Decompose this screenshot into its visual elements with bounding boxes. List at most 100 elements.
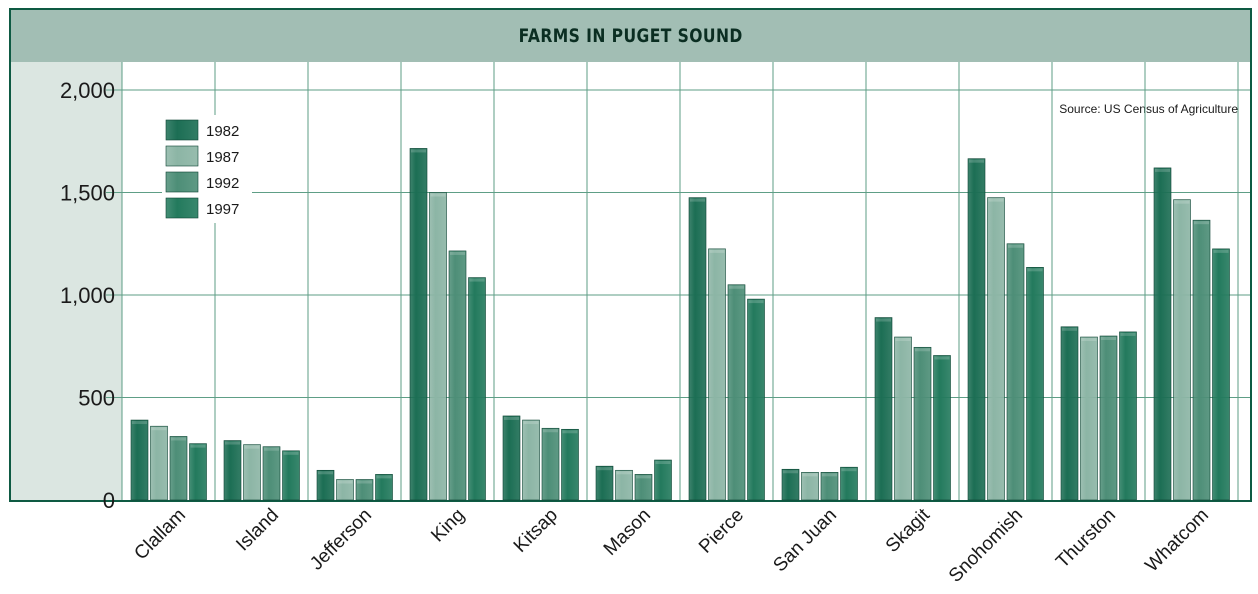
bar-snohomish-1987 (987, 197, 1005, 501)
bar-thurston-1997 (1119, 331, 1137, 501)
legend-swatch-1997 (165, 197, 199, 219)
bar-highlight (523, 421, 539, 425)
bar-clallam-1992 (169, 436, 188, 501)
bar-highlight (376, 475, 392, 479)
bar-highlight (655, 461, 671, 465)
x-tick-label: Clallam (130, 505, 190, 565)
bar-san-juan-1997 (840, 466, 858, 501)
bar-highlight (969, 159, 984, 163)
bar-skagit-1987 (894, 336, 912, 501)
bar-highlight (171, 437, 186, 441)
bar-island-1982 (223, 440, 242, 501)
bar-jefferson-1987 (336, 479, 354, 501)
x-tick-label: Whatcom (1141, 505, 1213, 577)
x-tick-label: Mason (600, 505, 655, 560)
bar-highlight (318, 471, 333, 475)
x-tick-label: Snohomish (945, 505, 1027, 587)
bar-highlight (190, 444, 206, 448)
bar-skagit-1992 (913, 346, 932, 501)
bar-mason-1992 (634, 474, 653, 501)
y-tick-label: 500 (78, 386, 115, 411)
bars (130, 148, 1230, 501)
bar-king-1992 (448, 250, 467, 501)
bar-highlight (690, 198, 705, 202)
bar-highlight (151, 427, 167, 431)
legend-label-1982: 1982 (206, 123, 239, 140)
x-tick-label: San Juan (769, 505, 841, 577)
legend-label-1992: 1992 (206, 175, 239, 192)
legend-label-1997: 1997 (206, 201, 239, 218)
gridlines (11, 62, 1250, 500)
bar-pierce-1987 (708, 248, 726, 501)
bar-highlight (244, 445, 260, 449)
bar-highlight (729, 285, 744, 289)
bar-king-1987 (429, 192, 447, 501)
bar-highlight (1027, 268, 1043, 272)
bar-highlight (450, 251, 465, 255)
bar-snohomish-1997 (1026, 267, 1044, 501)
x-tick-label: Island (232, 505, 283, 556)
bar-highlight (876, 318, 891, 322)
bar-whatcom-1992 (1192, 219, 1211, 501)
bar-clallam-1982 (130, 419, 149, 501)
bar-mason-1987 (615, 469, 633, 501)
bar-highlight (636, 475, 651, 479)
bar-kitsap-1987 (522, 419, 540, 501)
bar-whatcom-1997 (1212, 248, 1230, 501)
bar-highlight (264, 447, 279, 451)
bar-highlight (597, 467, 612, 471)
bar-snohomish-1982 (967, 158, 986, 501)
bar-island-1997 (282, 450, 300, 501)
bar-highlight (543, 429, 558, 433)
bar-highlight (562, 430, 578, 434)
source-note: Source: US Census of Agriculture (1059, 102, 1238, 116)
x-tick-label: Skagit (882, 504, 935, 557)
bar-whatcom-1987 (1173, 199, 1191, 501)
bar-snohomish-1992 (1006, 243, 1025, 501)
bar-highlight (934, 356, 950, 360)
bar-highlight (988, 198, 1004, 202)
bar-jefferson-1992 (355, 479, 374, 501)
legend-label-1987: 1987 (206, 149, 239, 166)
bar-highlight (841, 468, 857, 472)
bar-highlight (411, 149, 426, 153)
bar-highlight (1081, 338, 1097, 342)
title-bar: FARMS IN PUGET SOUND (11, 10, 1250, 62)
bar-highlight (616, 471, 632, 475)
y-tick-label: 2,000 (60, 78, 115, 103)
x-tick-label: Jefferson (306, 505, 376, 575)
bar-highlight (132, 421, 147, 425)
bar-highlight (1213, 249, 1229, 253)
legend-swatch-1982 (165, 119, 199, 141)
bar-highlight (822, 473, 837, 477)
legend: 1982 1987 1992 1997 (162, 115, 252, 223)
bar-highlight (1194, 221, 1209, 225)
bar-highlight (895, 338, 911, 342)
bar-pierce-1997 (747, 298, 765, 501)
chart-title: FARMS IN PUGET SOUND (518, 25, 743, 47)
bar-pierce-1992 (727, 284, 746, 501)
bar-jefferson-1982 (316, 469, 335, 501)
bar-jefferson-1997 (375, 474, 393, 501)
y-axis-ticks: 0 500 1,000 1,500 2,000 (60, 78, 115, 513)
bar-highlight (748, 300, 764, 304)
bar-highlight (1008, 244, 1023, 248)
bar-highlight (1174, 200, 1190, 204)
bar-kitsap-1992 (541, 427, 560, 501)
bar-kitsap-1982 (502, 415, 521, 501)
bar-highlight (709, 249, 725, 253)
bar-san-juan-1987 (801, 472, 819, 501)
bar-highlight (802, 473, 818, 477)
bar-mason-1982 (595, 465, 614, 501)
bar-king-1982 (409, 148, 428, 501)
bar-clallam-1997 (189, 443, 207, 501)
bar-clallam-1987 (150, 425, 168, 501)
bar-king-1997 (468, 277, 486, 501)
bar-highlight (1101, 337, 1116, 340)
bar-highlight (783, 470, 798, 474)
bar-highlight (225, 441, 240, 445)
bar-highlight (1062, 327, 1077, 331)
x-tick-label: Pierce (695, 505, 748, 558)
y-axis-band (11, 62, 122, 500)
bar-island-1992 (262, 446, 281, 501)
